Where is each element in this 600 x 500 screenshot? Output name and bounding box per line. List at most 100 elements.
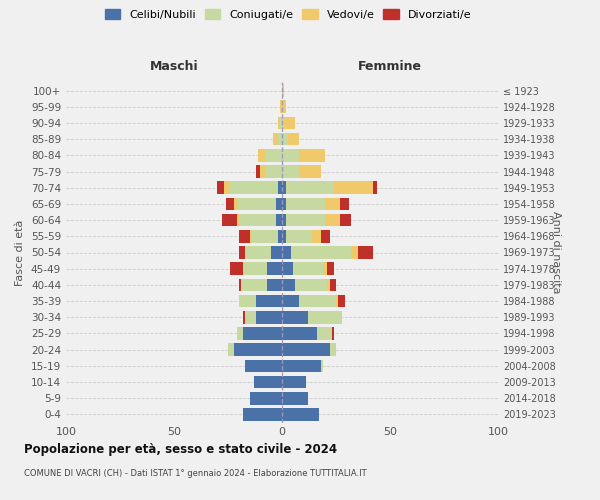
Bar xyxy=(265,149,282,162)
Bar xyxy=(278,230,282,242)
Bar xyxy=(282,360,321,372)
Bar xyxy=(282,344,329,356)
Bar xyxy=(239,230,250,242)
Bar xyxy=(267,262,282,275)
Bar xyxy=(329,344,336,356)
Bar xyxy=(351,246,358,259)
Bar xyxy=(256,311,282,324)
Bar xyxy=(252,230,278,242)
Bar xyxy=(325,198,340,210)
Bar xyxy=(358,246,373,259)
Bar xyxy=(250,392,282,404)
Bar xyxy=(282,327,317,340)
Bar xyxy=(282,230,286,242)
Bar xyxy=(286,230,312,242)
Bar xyxy=(230,182,278,194)
Bar xyxy=(282,408,319,420)
Bar xyxy=(239,246,245,259)
Bar xyxy=(221,214,236,226)
Bar xyxy=(267,278,282,291)
Bar xyxy=(299,149,325,162)
Bar xyxy=(282,295,299,308)
Bar xyxy=(321,230,329,242)
Bar xyxy=(282,376,306,388)
Bar xyxy=(256,165,260,178)
Bar xyxy=(308,311,343,324)
Bar xyxy=(260,165,265,178)
Bar xyxy=(236,214,239,226)
Bar xyxy=(228,344,235,356)
Bar xyxy=(275,214,282,226)
Bar xyxy=(290,246,351,259)
Bar xyxy=(312,230,321,242)
Bar xyxy=(325,214,340,226)
Legend: Celibi/Nubili, Coniugati/e, Vedovi/e, Divorziati/e: Celibi/Nubili, Coniugati/e, Vedovi/e, Di… xyxy=(101,6,475,23)
Bar xyxy=(271,246,282,259)
Bar xyxy=(286,182,334,194)
Bar xyxy=(245,246,271,259)
Text: Maschi: Maschi xyxy=(149,60,199,73)
Bar xyxy=(250,230,252,242)
Bar xyxy=(280,116,282,130)
Bar xyxy=(217,182,224,194)
Bar xyxy=(282,214,286,226)
Bar xyxy=(241,278,267,291)
Bar xyxy=(278,133,282,145)
Bar xyxy=(282,262,293,275)
Bar xyxy=(282,100,286,113)
Bar xyxy=(254,376,282,388)
Bar xyxy=(282,133,289,145)
Bar xyxy=(236,198,275,210)
Bar xyxy=(373,182,377,194)
Bar xyxy=(256,295,282,308)
Text: Popolazione per età, sesso e stato civile - 2024: Popolazione per età, sesso e stato civil… xyxy=(24,442,337,456)
Bar xyxy=(323,262,328,275)
Bar xyxy=(321,360,323,372)
Bar xyxy=(282,392,308,404)
Bar xyxy=(235,344,282,356)
Bar xyxy=(282,311,308,324)
Y-axis label: Anni di nascita: Anni di nascita xyxy=(551,211,561,294)
Bar xyxy=(286,198,325,210)
Bar xyxy=(329,278,336,291)
Bar xyxy=(340,214,351,226)
Bar xyxy=(336,295,338,308)
Bar xyxy=(239,214,275,226)
Bar xyxy=(226,198,235,210)
Bar xyxy=(282,165,299,178)
Bar xyxy=(243,327,282,340)
Bar xyxy=(239,278,241,291)
Bar xyxy=(282,198,286,210)
Bar xyxy=(243,311,245,324)
Bar xyxy=(317,327,332,340)
Bar xyxy=(274,133,278,145)
Bar xyxy=(293,262,323,275)
Bar xyxy=(245,311,256,324)
Bar xyxy=(286,214,325,226)
Bar xyxy=(282,278,295,291)
Bar xyxy=(328,262,334,275)
Bar xyxy=(245,360,282,372)
Bar xyxy=(224,182,230,194)
Bar xyxy=(334,182,373,194)
Bar xyxy=(340,198,349,210)
Bar xyxy=(295,278,328,291)
Bar xyxy=(282,246,290,259)
Bar xyxy=(282,149,299,162)
Bar xyxy=(280,100,282,113)
Bar xyxy=(282,84,284,97)
Bar xyxy=(239,295,256,308)
Bar xyxy=(284,116,295,130)
Text: COMUNE DI VACRI (CH) - Dati ISTAT 1° gennaio 2024 - Elaborazione TUTTITALIA.IT: COMUNE DI VACRI (CH) - Dati ISTAT 1° gen… xyxy=(24,469,367,478)
Bar xyxy=(258,149,265,162)
Bar xyxy=(289,133,299,145)
Bar xyxy=(243,262,267,275)
Bar xyxy=(265,165,282,178)
Bar xyxy=(278,116,280,130)
Bar xyxy=(230,262,243,275)
Bar xyxy=(282,182,286,194)
Bar xyxy=(235,198,236,210)
Text: Femmine: Femmine xyxy=(358,60,422,73)
Bar xyxy=(282,116,284,130)
Bar xyxy=(275,198,282,210)
